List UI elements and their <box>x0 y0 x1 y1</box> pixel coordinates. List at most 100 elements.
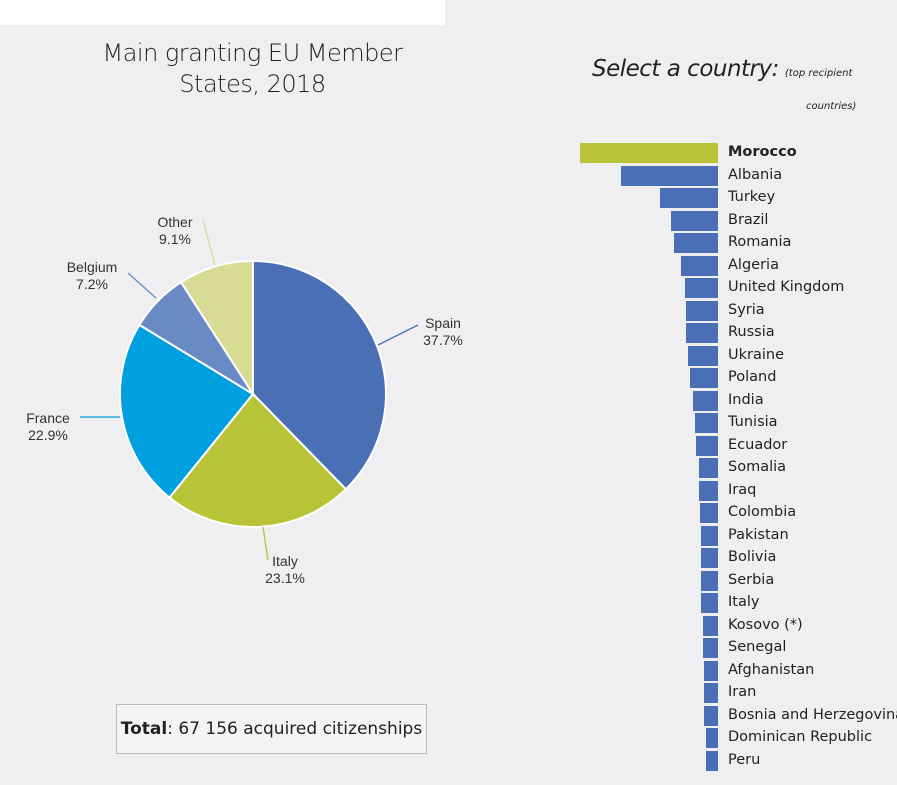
country-bar[interactable] <box>704 705 718 726</box>
country-label[interactable]: Afghanistan <box>728 661 815 678</box>
country-bar[interactable] <box>698 480 718 501</box>
country-row[interactable]: Senegal <box>560 638 897 659</box>
country-row[interactable]: Ecuador <box>560 435 897 457</box>
country-bar[interactable] <box>701 525 718 546</box>
data-label-value: 23.1% <box>265 570 305 586</box>
country-bar[interactable] <box>686 300 718 321</box>
country-row[interactable]: Bosnia and Herzegovina <box>560 705 897 727</box>
country-label[interactable]: Tunisia <box>728 414 778 430</box>
country-label[interactable]: Russia <box>728 324 775 340</box>
leader-line-other <box>202 219 216 266</box>
pie-slice-other[interactable] <box>179 259 254 398</box>
country-row[interactable]: Ukraine <box>560 345 897 367</box>
select-note-2: countries) <box>806 101 857 112</box>
country-row[interactable]: Iran <box>560 683 897 704</box>
country-label[interactable]: Brazil <box>728 211 769 228</box>
country-row[interactable]: Morocco <box>560 143 897 164</box>
country-bar[interactable] <box>690 368 718 388</box>
pie-title-line1: Main granting EU Member <box>102 39 403 67</box>
country-row[interactable]: Colombia <box>560 503 897 524</box>
select-note: (top recipient <box>784 68 853 79</box>
pie-title-line2: States, 2018 <box>179 70 326 98</box>
country-label[interactable]: Somalia <box>728 459 787 475</box>
country-label[interactable]: Ukraine <box>728 346 784 363</box>
country-label[interactable]: United Kingdom <box>728 279 845 295</box>
country-bar[interactable] <box>693 390 718 411</box>
country-row[interactable]: Kosovo (*) <box>560 615 897 637</box>
country-label[interactable]: Syria <box>728 301 765 318</box>
country-label[interactable]: Algeria <box>728 256 779 273</box>
country-row[interactable]: Poland <box>560 368 897 389</box>
country-bar[interactable] <box>686 323 718 343</box>
country-row[interactable]: Iraq <box>560 480 897 502</box>
country-row[interactable]: Syria <box>560 300 897 322</box>
country-label[interactable]: Iran <box>728 684 757 700</box>
country-label[interactable]: Italy <box>728 594 760 610</box>
country-bar[interactable] <box>704 683 718 703</box>
country-bar[interactable] <box>694 413 718 433</box>
country-row[interactable]: India <box>560 390 897 412</box>
country-row[interactable]: Afghanistan <box>560 660 897 682</box>
country-label[interactable]: Senegal <box>728 639 787 655</box>
country-label[interactable]: Ecuador <box>728 436 788 453</box>
pie-slice-italy[interactable] <box>168 392 348 528</box>
country-label[interactable]: Poland <box>728 369 777 385</box>
country-row[interactable]: Dominican Republic <box>560 728 897 749</box>
country-label[interactable]: Dominican Republic <box>728 729 873 745</box>
country-row[interactable]: Somalia <box>560 458 897 479</box>
country-bar[interactable] <box>702 638 718 658</box>
pie-slice-france[interactable] <box>119 323 255 499</box>
country-bar[interactable] <box>705 750 718 771</box>
total-label: Total <box>120 719 168 739</box>
country-bar[interactable] <box>671 210 718 231</box>
country-bar[interactable] <box>701 548 718 568</box>
country-row[interactable]: Turkey <box>560 188 897 209</box>
country-row[interactable]: Russia <box>560 323 897 344</box>
select-country-heading: Select a country: (top recipient <box>592 56 852 82</box>
data-label-name: Other <box>157 214 192 230</box>
country-bar[interactable] <box>698 458 718 478</box>
country-row[interactable]: Algeria <box>560 255 897 277</box>
country-bar[interactable] <box>701 570 718 591</box>
country-label[interactable]: Morocco <box>728 144 797 160</box>
country-label[interactable]: Pakistan <box>728 526 789 543</box>
country-row[interactable]: Peru <box>560 750 897 772</box>
country-row[interactable]: United Kingdom <box>560 278 897 299</box>
country-bar[interactable] <box>701 593 718 613</box>
country-row[interactable]: Bolivia <box>560 548 897 569</box>
country-label[interactable]: Colombia <box>728 504 797 520</box>
country-row[interactable]: Tunisia <box>560 413 897 434</box>
country-row[interactable]: Brazil <box>560 210 897 232</box>
country-label[interactable]: India <box>728 391 764 408</box>
country-row[interactable]: Albania <box>560 165 897 187</box>
country-bar[interactable] <box>702 615 718 636</box>
country-label[interactable]: Turkey <box>728 189 776 205</box>
country-label[interactable]: Iraq <box>728 481 757 498</box>
pie-slice-spain[interactable] <box>252 259 387 491</box>
country-bar[interactable] <box>700 503 718 523</box>
country-bar[interactable] <box>680 255 718 276</box>
country-bar[interactable] <box>684 278 718 298</box>
country-label[interactable]: Bosnia and Herzegovina <box>728 706 897 723</box>
country-label[interactable]: Serbia <box>728 571 775 588</box>
country-bar[interactable] <box>621 165 718 186</box>
country-label[interactable]: Albania <box>728 166 783 183</box>
country-label[interactable]: Bolivia <box>728 549 777 565</box>
country-row[interactable]: Pakistan <box>560 525 897 547</box>
country-row[interactable]: Italy <box>560 593 897 614</box>
country-bar[interactable] <box>580 143 718 163</box>
country-bar[interactable] <box>704 660 718 681</box>
country-bar[interactable] <box>705 728 718 748</box>
country-row[interactable]: Romania <box>560 233 897 254</box>
country-bar[interactable] <box>660 188 718 208</box>
leader-line-belgium <box>127 272 157 299</box>
country-bar[interactable] <box>695 435 718 456</box>
country-label[interactable]: Romania <box>728 234 792 250</box>
country-row[interactable]: Serbia <box>560 570 897 592</box>
select-label: Select a country: <box>592 56 779 82</box>
country-bar[interactable] <box>687 345 718 366</box>
country-bar[interactable] <box>673 233 718 253</box>
country-label[interactable]: Peru <box>728 751 761 768</box>
country-label[interactable]: Kosovo (*) <box>728 616 803 633</box>
